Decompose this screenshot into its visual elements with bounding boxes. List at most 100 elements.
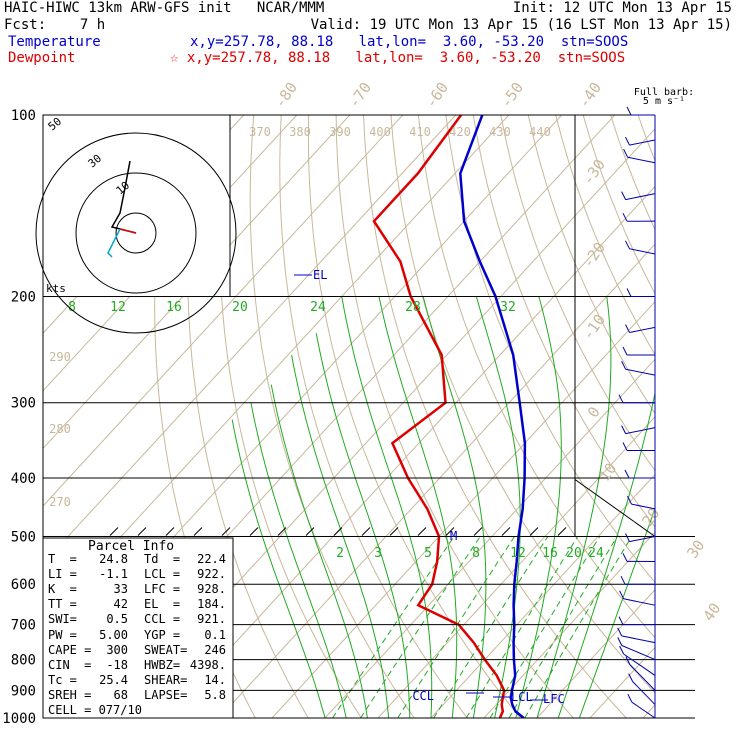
stability-hatch	[277, 527, 287, 536]
theta-label: 410	[409, 125, 431, 139]
parcel-info-cell: T =	[48, 552, 77, 566]
mixing-ratio-label: 12	[110, 300, 126, 315]
mixing-ratio-label: 16	[166, 300, 182, 315]
stability-hatch	[193, 527, 203, 536]
dry-adiabat-line	[582, 115, 655, 295]
theta-label-lower: 270	[49, 495, 71, 509]
stability-hatch	[529, 527, 539, 536]
parcel-info-cell: CIN =	[48, 657, 92, 672]
mixing-ratio-label-lower: 2	[336, 546, 344, 561]
isotherm-line	[430, 473, 655, 718]
mixing-ratio-label: 20	[232, 300, 248, 315]
stability-hatch	[249, 527, 259, 536]
theta-label-lower: 280	[49, 422, 71, 436]
parcel-info-cell: 42	[113, 597, 128, 612]
wind-barb-flag	[625, 240, 630, 250]
parcel-info-cell: 246	[204, 642, 226, 657]
parcel-info-cell: SREH =	[48, 687, 92, 702]
wind-barb-flag	[625, 324, 630, 333]
wind-barb	[625, 193, 656, 201]
isotherm-line	[271, 300, 655, 718]
parcel-info-cell: 300	[106, 642, 128, 657]
mixing-ratio-line	[465, 536, 579, 718]
parcel-info-cell: CELL = 077/10	[48, 703, 142, 717]
stability-hatch	[165, 527, 175, 536]
wind-barb-flag	[627, 693, 633, 703]
parcel-info-cell: 921.	[197, 612, 226, 627]
parcel-info-cell: 5.00	[99, 627, 128, 642]
parcel-info-cell: K =	[48, 582, 77, 597]
hodograph-ring	[35, 132, 237, 334]
hodograph-low-level-trace	[107, 228, 121, 258]
stability-hatch	[557, 527, 567, 536]
parcel-info-cell: 184.	[197, 597, 226, 612]
dry-adiabat-line	[307, 115, 521, 718]
dry-adiabat-line	[666, 115, 740, 718]
valid-time: Valid: 19 UTC Mon 13 Apr 15 (16 LST Mon …	[310, 17, 732, 33]
dewpoint-profile	[372, 115, 506, 718]
moist-adiabat-line	[291, 354, 390, 718]
parcel-info-cell: 922.	[197, 567, 226, 582]
parcel-info-cell: 4398.	[189, 657, 226, 672]
wind-barb-flag	[624, 469, 630, 479]
temperature-station-info: x,y=257.78, 88.18 lat,lon= 3.60, -53.20 …	[190, 34, 629, 50]
stability-hatch	[221, 527, 231, 536]
dry-adiabat-line	[363, 115, 627, 718]
stability-hatch	[333, 527, 343, 536]
isotherm-line	[218, 243, 655, 718]
wind-barb-flag	[625, 656, 631, 665]
mixing-ratio-label: 8	[68, 300, 76, 315]
parcel-info-cell: 5.8	[204, 687, 226, 702]
wind-barb-flag	[622, 442, 628, 451]
parcel-info-cell: CCL =	[144, 612, 181, 627]
mixing-ratio-line	[508, 536, 618, 718]
wind-barb-flag	[619, 590, 625, 600]
parcel-info-cell: LCL =	[144, 567, 181, 582]
moist-adiabat-line	[250, 402, 347, 718]
isotherm-line	[43, 115, 457, 565]
parcel-info-cell: SHEAR=	[144, 672, 188, 687]
parcel-info-cell: PW =	[48, 627, 77, 642]
level-annotation: M	[450, 529, 457, 543]
moist-adiabat-line	[378, 296, 458, 718]
isotherm-label: -70	[345, 79, 375, 112]
isotherm-line	[165, 185, 655, 718]
stability-hatch	[417, 527, 427, 536]
mixing-ratio-label: 32	[500, 300, 516, 315]
dry-adiabat-line	[555, 115, 655, 356]
stability-hatch	[305, 527, 315, 536]
wind-barb-flag	[618, 616, 624, 625]
stability-hatch	[137, 527, 147, 536]
dry-adiabat-line	[279, 115, 468, 718]
moist-adiabat-line	[231, 419, 326, 718]
mixing-ratio-line	[489, 536, 601, 718]
hodograph-storm-motion	[119, 228, 137, 234]
theta-label-lower: 290	[49, 350, 71, 364]
wind-barb	[623, 598, 656, 606]
mixing-ratio-line	[332, 536, 455, 718]
hodograph-ring	[115, 212, 157, 254]
isotherm-label: 40	[699, 600, 724, 625]
theta-label: 380	[289, 125, 311, 139]
parcel-info-cell: 24.8	[99, 552, 128, 566]
isotherm-label: -40	[575, 79, 605, 112]
parcel-info-cell: TT =	[48, 597, 77, 612]
parcel-info-cell: 0.1	[204, 627, 226, 642]
dry-adiabat-line	[335, 115, 574, 718]
isotherm-line	[43, 115, 351, 450]
isotherm-line	[696, 115, 740, 718]
stability-hatch	[361, 527, 371, 536]
wind-barb	[621, 635, 656, 644]
isotherm-line	[324, 358, 655, 718]
level-annotation: CCL	[412, 689, 434, 703]
wind-barb-flag	[628, 673, 634, 682]
wind-barb-flag	[626, 106, 632, 116]
wind-barb	[631, 503, 656, 510]
theta-label: 430	[489, 125, 511, 139]
isotherm-line	[642, 704, 655, 718]
mixing-ratio-line	[524, 536, 633, 718]
isotherm-line	[377, 416, 655, 718]
hodograph-unit-label: kts	[46, 282, 66, 295]
wind-barb-flag	[617, 627, 623, 637]
